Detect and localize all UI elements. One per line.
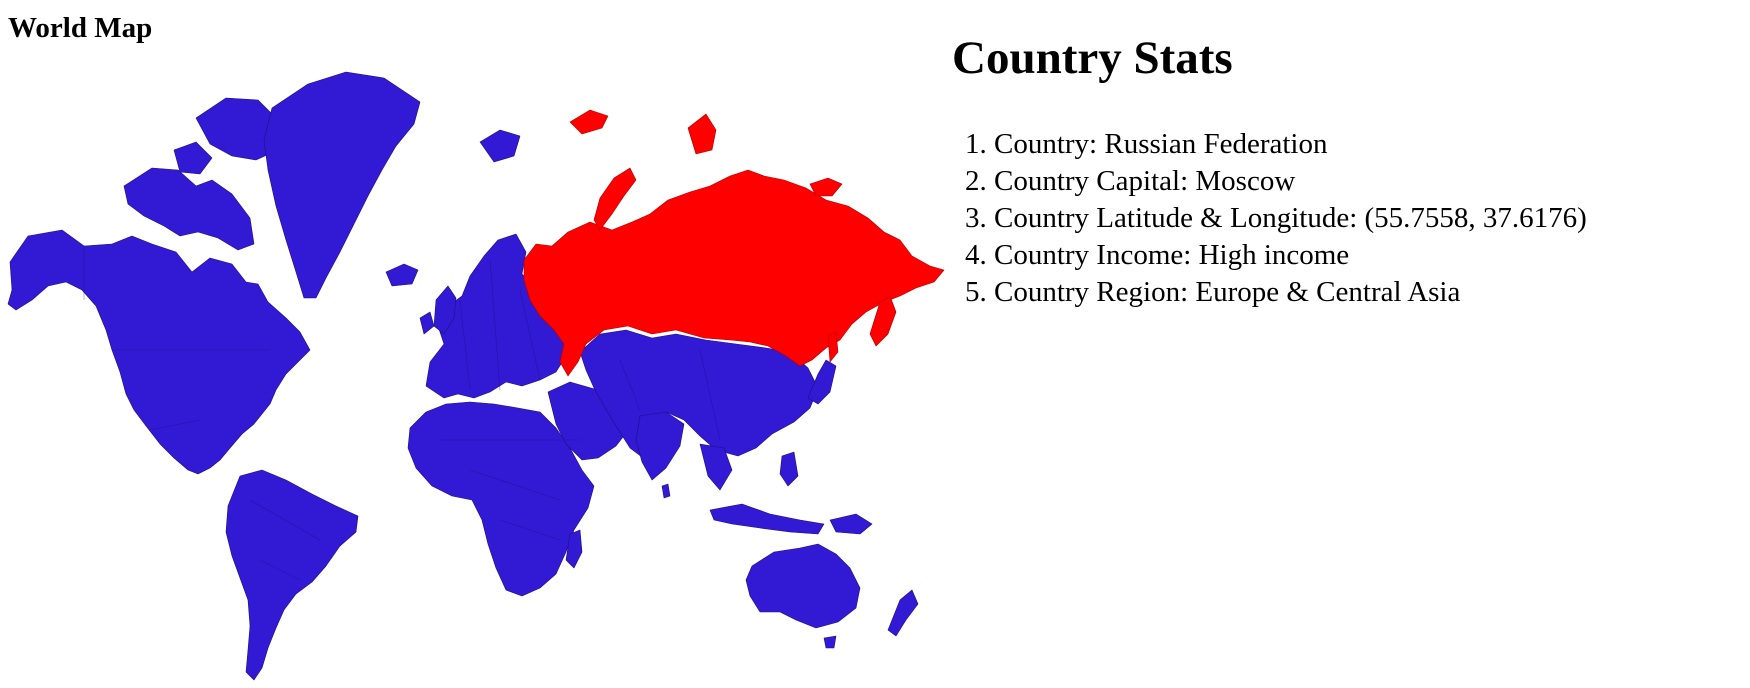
country-borders [83, 246, 721, 581]
country-russia-franz-josef[interactable] [569, 109, 609, 135]
country-russia-novaya-zemlya[interactable] [593, 167, 637, 231]
country-russia-mainland[interactable] [523, 169, 945, 377]
country-indonesia[interactable] [709, 503, 825, 535]
country-greenland[interactable] [263, 71, 421, 299]
stat-lat-long: Country Latitude & Longitude: (55.7558, … [994, 200, 1732, 237]
stat-country: Country: Russian Federation [994, 126, 1732, 163]
country-india[interactable] [635, 411, 685, 481]
country-new-zealand[interactable] [887, 589, 919, 637]
country-south-america[interactable] [225, 469, 359, 681]
country-tasmania[interactable] [823, 635, 837, 649]
country-russia-sakhalin[interactable] [827, 331, 839, 363]
country-sri-lanka[interactable] [661, 483, 671, 499]
stat-capital: Country Capital: Moscow [994, 163, 1732, 200]
stats-list: Country: Russian Federation Country Capi… [952, 126, 1732, 311]
country-japan[interactable] [807, 359, 837, 405]
stat-region: Country Region: Europe & Central Asia [994, 274, 1732, 311]
stat-income: Country Income: High income [994, 237, 1732, 274]
map-title: World Map [8, 12, 153, 44]
country-madagascar[interactable] [565, 529, 583, 569]
country-iceland[interactable] [385, 263, 419, 287]
country-papua-new-guinea[interactable] [829, 513, 873, 535]
country-russia-new-siberian[interactable] [809, 177, 843, 197]
country-russia[interactable] [523, 109, 945, 377]
country-canada-arctic-2[interactable] [173, 141, 213, 175]
country-australia[interactable] [745, 543, 861, 629]
country-svalbard[interactable] [479, 129, 521, 163]
country-north-america[interactable] [7, 229, 311, 475]
country-stats-panel: Country Stats Country: Russian Federatio… [952, 28, 1732, 311]
stats-title: Country Stats [952, 32, 1233, 84]
country-shapes[interactable] [7, 71, 919, 681]
country-russia-kamchatka[interactable] [869, 295, 897, 347]
country-canada-islands[interactable] [123, 167, 255, 251]
world-map[interactable] [0, 60, 960, 688]
country-philippines[interactable] [779, 451, 799, 487]
country-russia-taymyr-islands[interactable] [687, 113, 717, 155]
country-ireland[interactable] [419, 311, 435, 335]
country-southeast-asia[interactable] [699, 443, 733, 491]
country-africa[interactable] [407, 401, 595, 597]
